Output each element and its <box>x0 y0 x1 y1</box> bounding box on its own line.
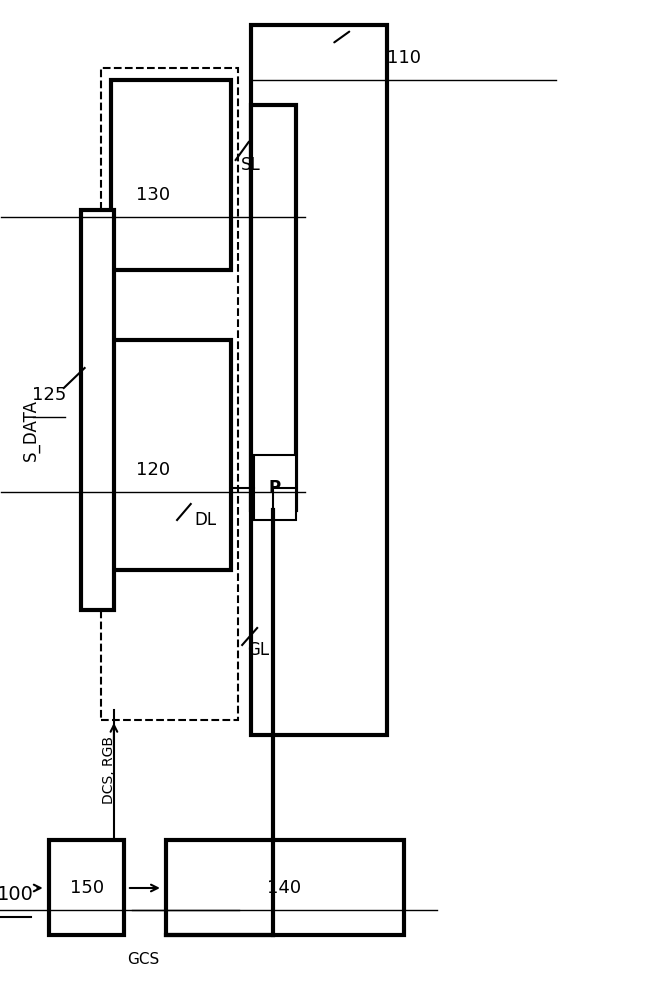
Text: GCS: GCS <box>127 952 159 967</box>
Text: P: P <box>269 479 281 497</box>
Bar <box>49 840 124 935</box>
Bar <box>166 840 404 935</box>
Text: GL: GL <box>247 641 270 659</box>
Text: S_DATA: S_DATA <box>22 399 40 461</box>
Text: 150: 150 <box>70 879 104 897</box>
Text: DL: DL <box>194 511 216 529</box>
Text: 125: 125 <box>32 386 66 404</box>
Text: 110: 110 <box>387 49 421 67</box>
Bar <box>101 68 238 720</box>
Bar <box>111 340 231 570</box>
Text: 130: 130 <box>136 186 170 204</box>
Bar <box>251 105 296 510</box>
Text: SL: SL <box>241 156 260 174</box>
Text: 100: 100 <box>0 886 33 904</box>
Text: DCS, RGB: DCS, RGB <box>102 736 117 804</box>
Text: 140: 140 <box>268 879 301 897</box>
Text: 120: 120 <box>136 461 170 479</box>
Bar <box>254 455 296 520</box>
Bar <box>81 210 114 610</box>
Bar <box>251 25 387 735</box>
Bar <box>111 80 231 270</box>
